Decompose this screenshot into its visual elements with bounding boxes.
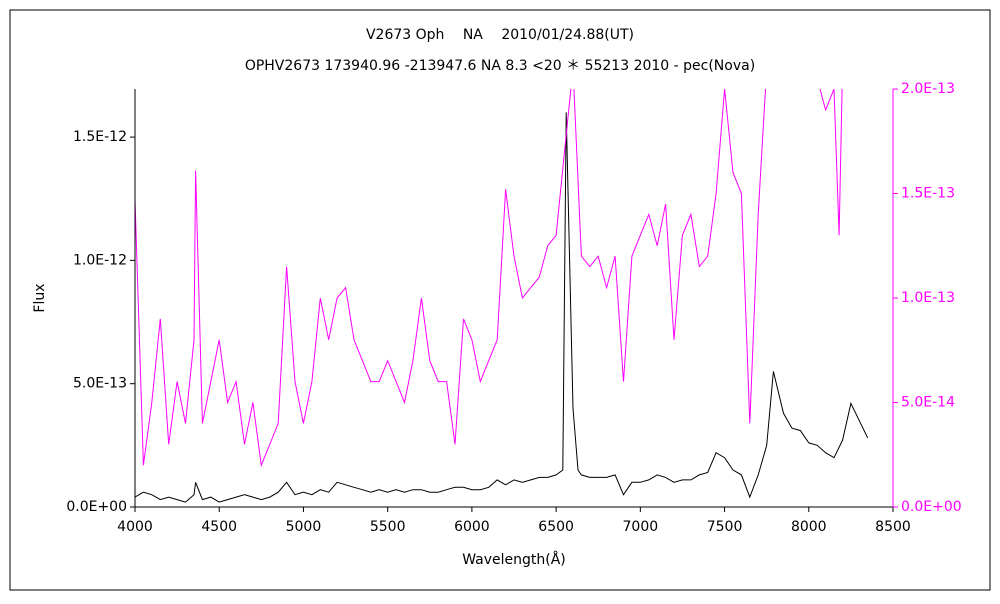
- x-tick-label: 4500: [201, 519, 237, 535]
- x-tick-label: 8000: [791, 519, 827, 535]
- x-tick-label: 5500: [370, 519, 406, 535]
- y2-tick-label: 5.0E-14: [901, 395, 955, 411]
- y2-tick-label: 2.0E-13: [901, 81, 955, 97]
- y2-tick-label: 0.0E+00: [901, 499, 962, 515]
- x-axis-label: Wavelength(Å): [462, 551, 566, 568]
- chart-subtitle: OPHV2673 173940.96 -213947.6 NA 8.3 <20 …: [245, 58, 755, 74]
- y-tick-label: 1.5E-12: [73, 129, 127, 145]
- y-tick-label: 0.0E+00: [66, 499, 127, 515]
- y-axis-label: Flux: [32, 283, 48, 312]
- x-tick-label: 7500: [707, 519, 743, 535]
- plot-area: [135, 89, 869, 503]
- chart-title: V2673 Oph NA 2010/01/24.88(UT): [366, 27, 634, 43]
- series-line: [135, 112, 869, 503]
- y2-tick-label: 1.5E-13: [901, 186, 955, 202]
- y-tick-label: 5.0E-13: [73, 376, 127, 392]
- y2-tick-label: 1.0E-13: [901, 290, 955, 306]
- y-tick-label: 1.0E-12: [73, 252, 127, 268]
- x-tick-label: 8500: [875, 519, 911, 535]
- x-tick-label: 6500: [538, 519, 574, 535]
- frame: [9, 9, 991, 591]
- x-tick-label: 6000: [454, 519, 490, 535]
- series-line: [135, 89, 843, 468]
- x-tick-label: 5000: [286, 519, 322, 535]
- x-tick-label: 4000: [117, 519, 153, 535]
- x-tick-label: 7000: [623, 519, 659, 535]
